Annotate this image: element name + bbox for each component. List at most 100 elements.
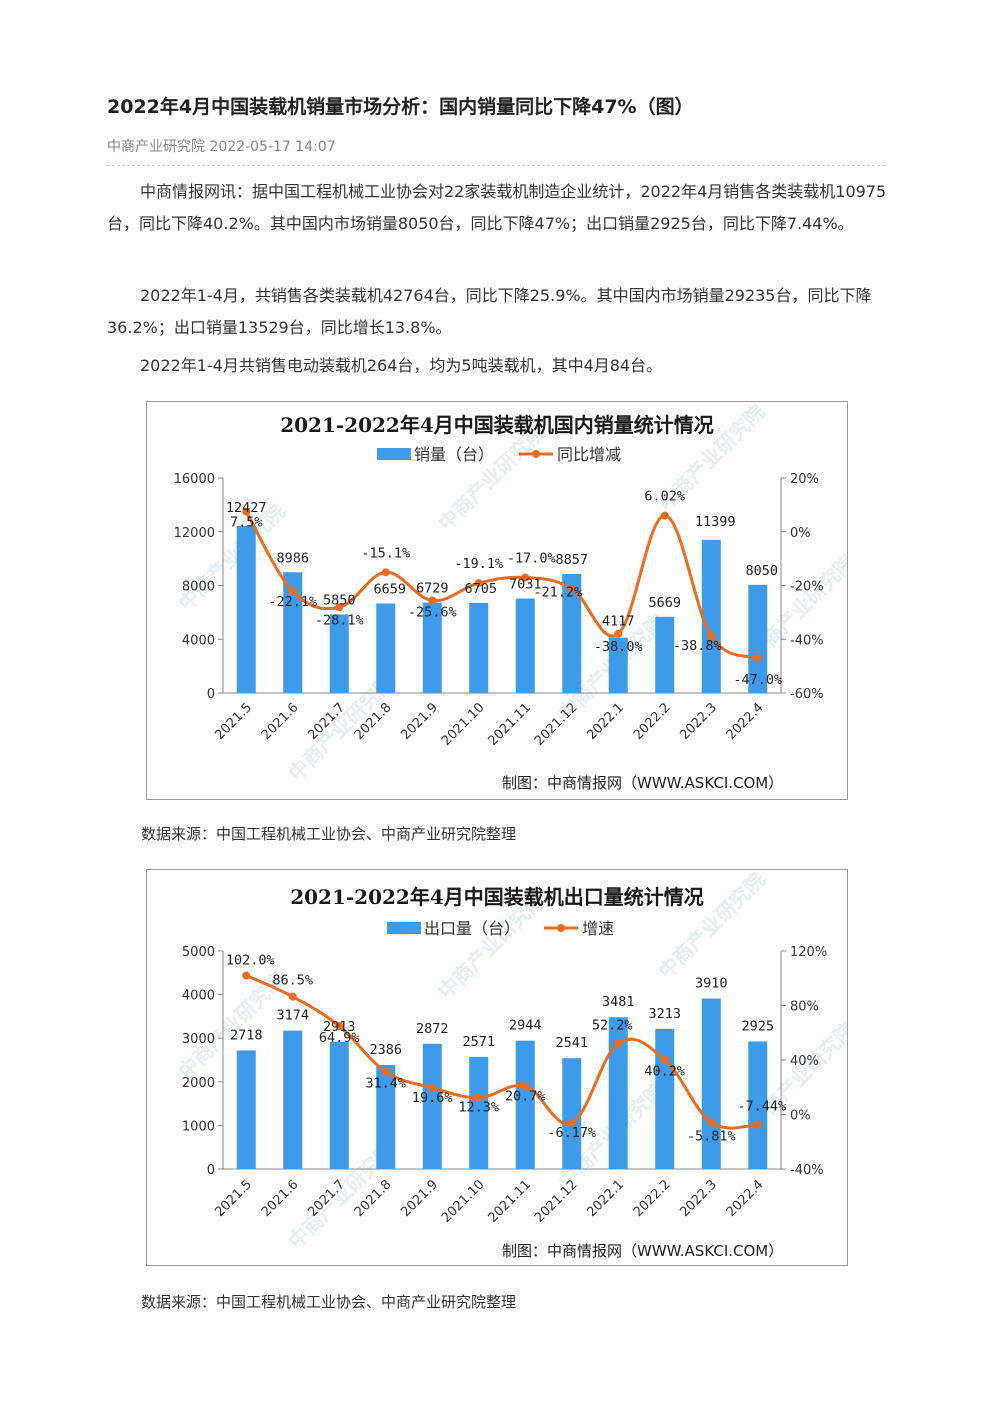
line-point xyxy=(242,507,251,516)
bar xyxy=(562,573,582,693)
paragraph-3: 2022年1-4月共销售电动装载机264台，均为5吨装载机，其中4月84台。 xyxy=(140,356,663,375)
line-point xyxy=(474,579,483,588)
bar-value-label: 2571 xyxy=(462,1034,495,1050)
right-tick-label: 20% xyxy=(790,472,819,487)
line-point xyxy=(428,596,437,605)
bar xyxy=(655,616,675,693)
bar xyxy=(469,1056,489,1169)
article-title: 2022年4月中国装载机销量市场分析：国内销量同比下降47%（图） xyxy=(107,96,694,118)
bar xyxy=(608,637,628,693)
domestic-sales-chart-svg: 中商产业研究院中商产业研究院中商产业研究院中商产业研究院中商产业研究院中商产业研… xyxy=(174,402,847,792)
x-tick-label: 2021.9 xyxy=(398,1177,441,1220)
right-tick-label: -60% xyxy=(790,687,824,702)
bar xyxy=(655,1028,675,1169)
line-value-label: 7.5% xyxy=(230,515,263,531)
x-tick-label: 2022.2 xyxy=(631,1177,674,1220)
legend-bar-swatch xyxy=(377,448,411,460)
x-tick-label: 2022.4 xyxy=(724,1177,767,1220)
bar-value-label: 2386 xyxy=(369,1042,402,1058)
right-tick-label: 0% xyxy=(790,1109,811,1124)
x-tick-label: 2021.10 xyxy=(439,1177,488,1226)
line-value-label: 102.0% xyxy=(226,953,275,969)
line-value-label: 40.2% xyxy=(644,1064,685,1080)
series-line xyxy=(245,974,758,1130)
chart-title: 2021-2022年4月中国装载机国内销量统计情况 xyxy=(280,413,714,437)
x-tick-label: 2021.10 xyxy=(439,700,488,749)
line-point xyxy=(474,1093,483,1102)
line-value-label: -17.0% xyxy=(507,550,556,566)
bar-value-label: 3481 xyxy=(602,994,635,1010)
bar xyxy=(562,1058,582,1169)
line-value-label: 19.6% xyxy=(412,1090,453,1106)
left-tick-label: 12000 xyxy=(174,526,215,541)
bar-value-label: 5850 xyxy=(323,592,356,608)
line-point xyxy=(288,992,297,1001)
line-value-label: -38.8% xyxy=(673,638,722,654)
bar xyxy=(376,603,396,693)
legend-line-label: 同比增减 xyxy=(557,445,621,464)
bar-value-label: 6659 xyxy=(373,582,406,598)
line-point xyxy=(288,587,297,596)
line-value-label: -47.0% xyxy=(733,672,782,688)
line-point xyxy=(660,1055,669,1064)
line-value-label: -21.2% xyxy=(533,585,582,601)
legend-line-label: 增速 xyxy=(582,919,614,938)
export-chart-svg: 中商产业研究院中商产业研究院中商产业研究院中商产业研究院中商产业研究院中商产业研… xyxy=(174,870,847,1260)
x-tick-label: 2022.2 xyxy=(631,700,674,743)
left-tick-label: 3000 xyxy=(182,1032,215,1047)
line-point xyxy=(335,1022,344,1031)
line-point xyxy=(521,573,530,582)
chart-1-source: 数据来源：中国工程机械工业协会、中商产业研究院整理 xyxy=(141,825,517,843)
bar xyxy=(748,1041,768,1169)
bar xyxy=(515,598,535,693)
bar xyxy=(515,1040,535,1169)
bar xyxy=(236,1050,256,1169)
line-point xyxy=(428,1083,437,1092)
line-value-label: -22.1% xyxy=(268,594,317,610)
x-tick-label: 2021.11 xyxy=(485,1177,534,1226)
line-value-label: 52.2% xyxy=(592,1017,633,1033)
line-point xyxy=(381,1067,390,1076)
line-value-label: -38.0% xyxy=(594,639,643,655)
bar-value-label: 3174 xyxy=(276,1008,309,1024)
left-tick-label: 8000 xyxy=(182,580,215,595)
bar xyxy=(422,1043,442,1169)
bar xyxy=(422,602,442,693)
line-value-label: -6.17% xyxy=(547,1125,596,1141)
series-line xyxy=(244,510,759,660)
bar-value-label: 3213 xyxy=(648,1006,681,1022)
line-point xyxy=(335,603,344,612)
left-tick-label: 0 xyxy=(207,1163,215,1178)
bar-value-label: 2718 xyxy=(230,1027,263,1043)
x-tick-label: 2021.11 xyxy=(485,700,534,749)
line-point xyxy=(614,629,623,638)
bar xyxy=(701,539,721,693)
line-point xyxy=(707,1118,716,1127)
line-value-label: 31.4% xyxy=(365,1076,406,1092)
line-point xyxy=(660,511,669,520)
line-point xyxy=(381,568,390,577)
x-tick-label: 2021.9 xyxy=(398,700,441,743)
line-value-label: -19.1% xyxy=(454,556,503,572)
right-tick-label: 120% xyxy=(790,945,827,960)
chart-credit: 制图：中商情报网（WWW.ASKCI.COM） xyxy=(502,774,783,792)
line-point xyxy=(614,1039,623,1048)
line-value-label: -25.6% xyxy=(408,605,457,621)
legend-bar-label: 出口量（台） xyxy=(424,919,520,938)
legend-bar-label: 销量（台） xyxy=(414,445,494,464)
left-tick-label: 16000 xyxy=(174,472,215,487)
bar xyxy=(329,614,349,693)
bar xyxy=(376,1064,396,1169)
left-tick-label: 4000 xyxy=(182,633,215,648)
line-value-label: 64.9% xyxy=(319,1030,360,1046)
right-tick-label: 40% xyxy=(790,1054,819,1069)
left-tick-label: 0 xyxy=(207,687,215,702)
x-tick-label: 2021.12 xyxy=(532,1177,581,1226)
bar xyxy=(469,602,489,693)
x-tick-label: 2021.5 xyxy=(212,700,255,743)
line-value-label: 86.5% xyxy=(272,973,313,989)
bar-value-label: 2913 xyxy=(323,1019,356,1035)
bar-value-label: 8050 xyxy=(745,563,778,579)
bar-value-label: 11399 xyxy=(695,514,736,530)
legend-bar-swatch xyxy=(387,922,421,934)
